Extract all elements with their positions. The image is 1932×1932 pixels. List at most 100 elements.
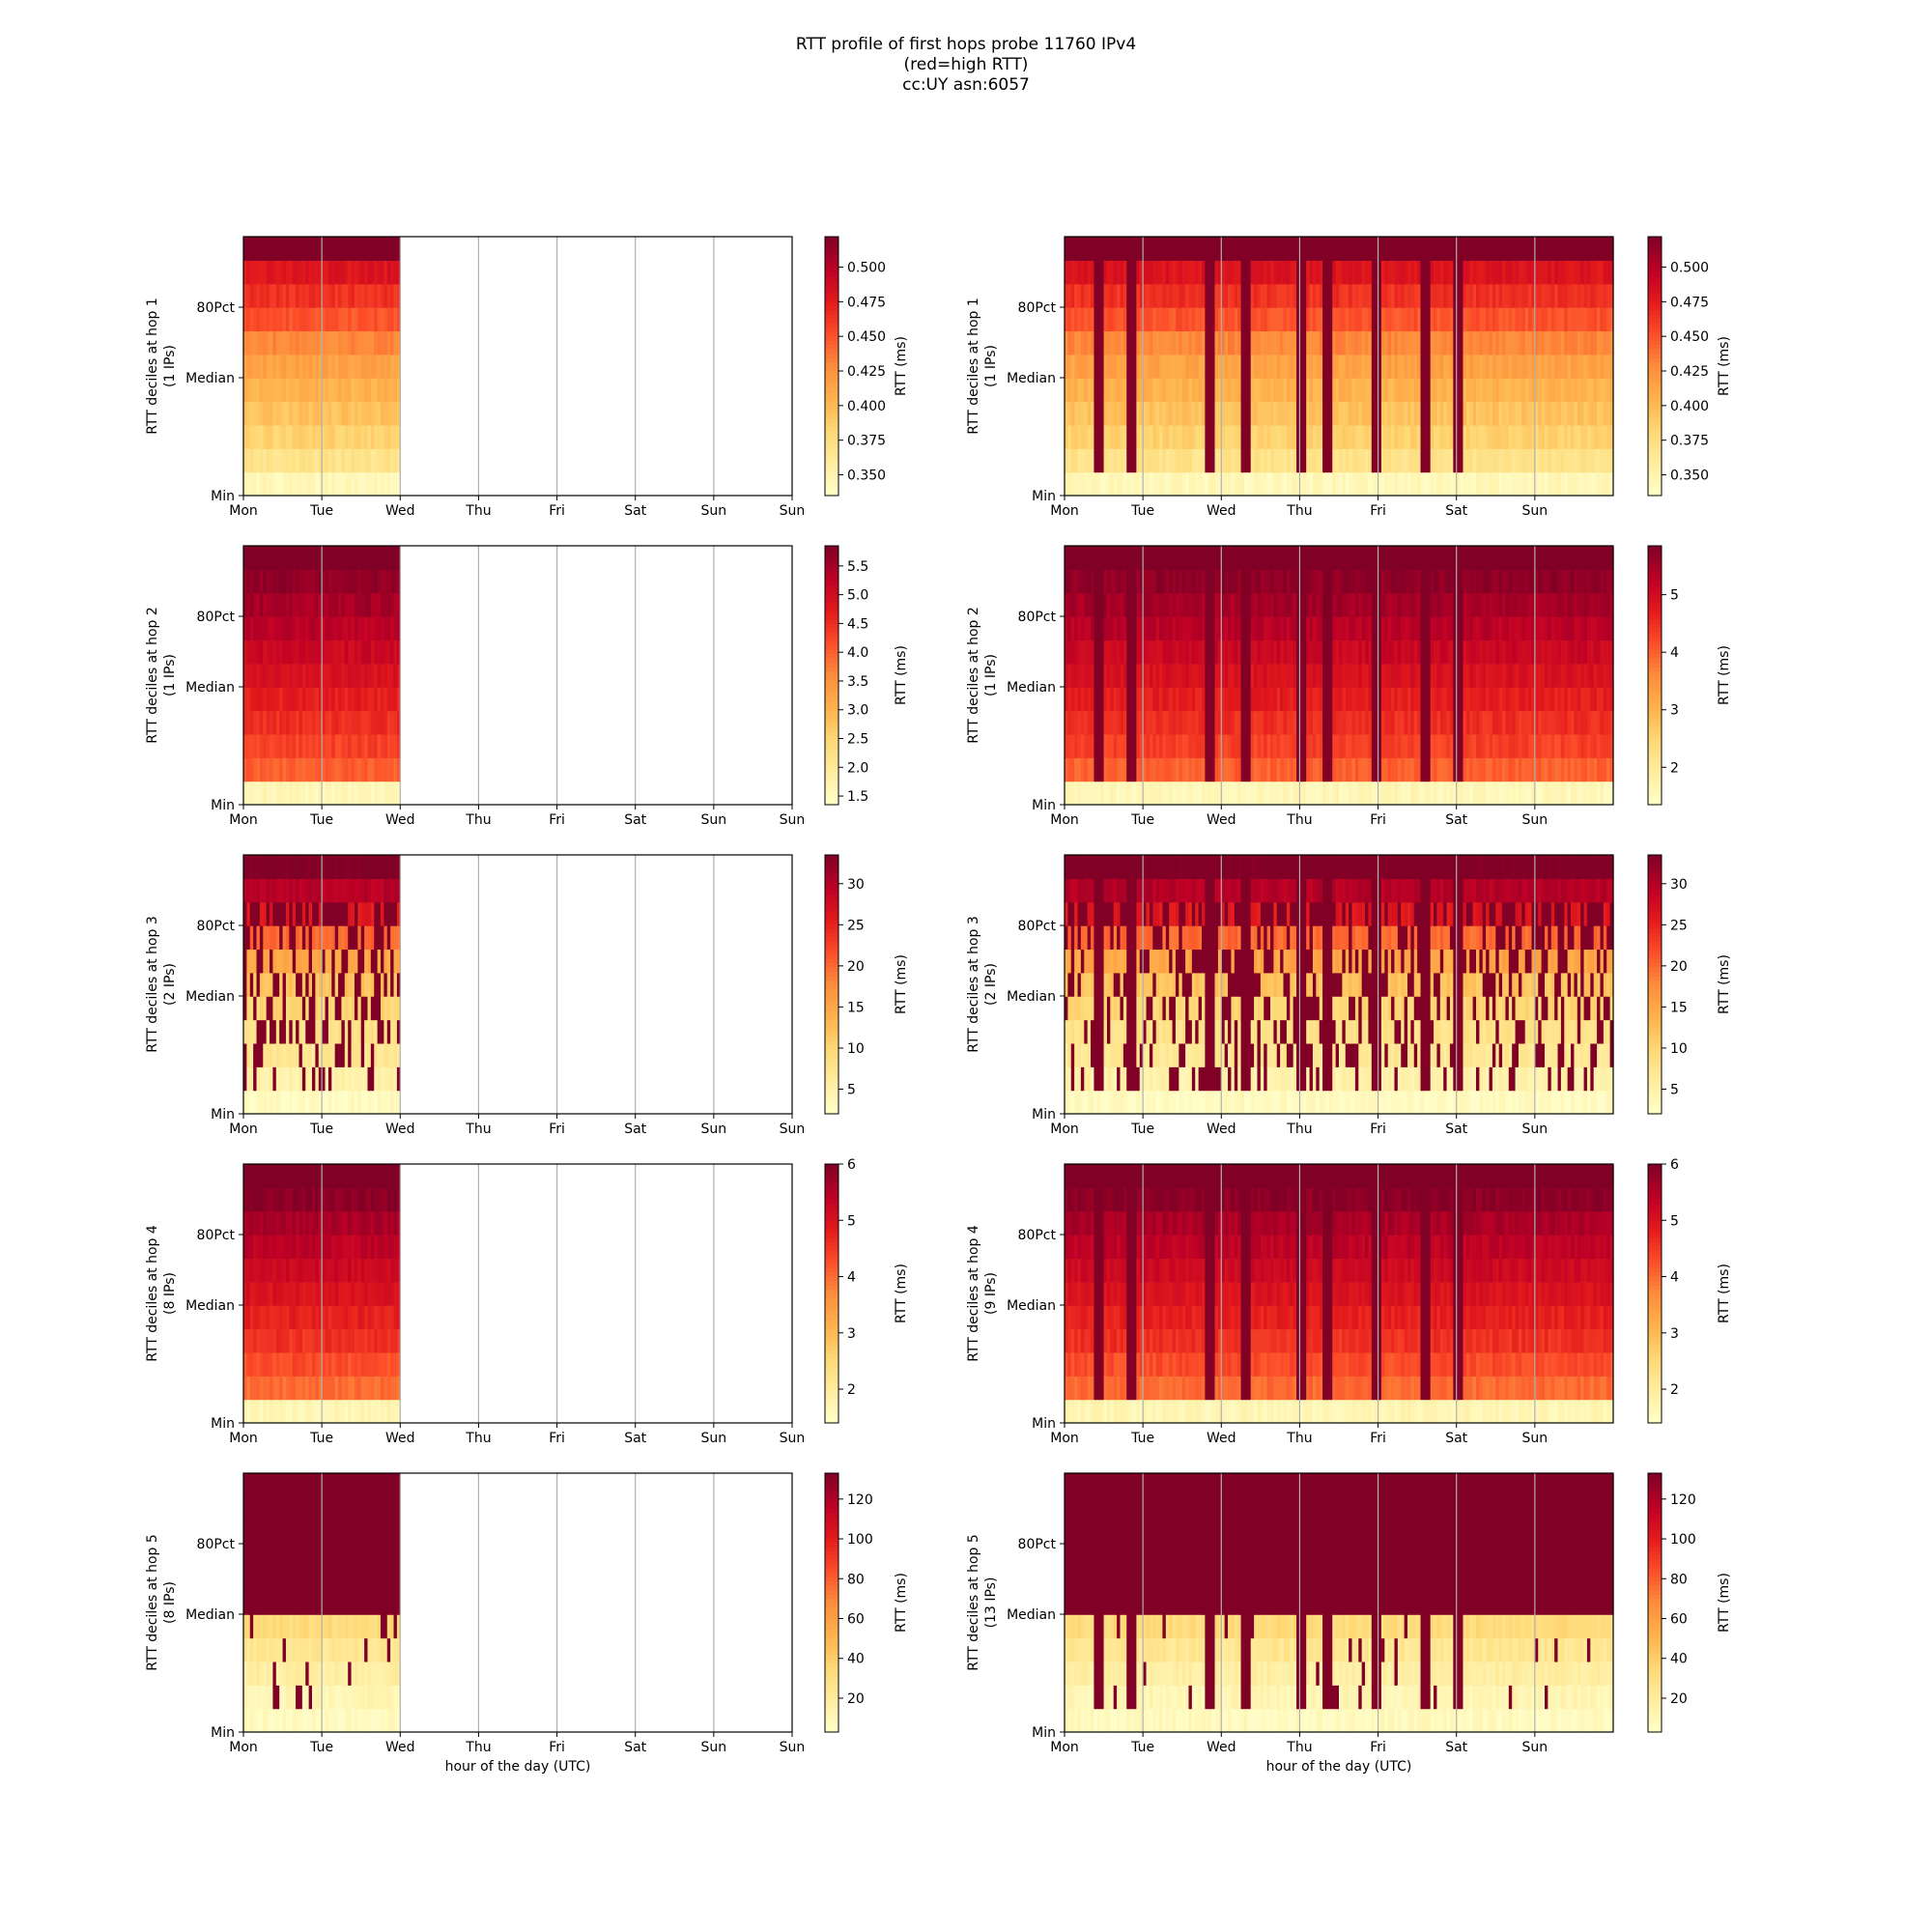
heatmap-cell <box>253 330 258 355</box>
heatmap-cell <box>1319 710 1323 735</box>
heatmap-cell <box>1476 354 1480 379</box>
colorbar-segment <box>1648 396 1662 402</box>
heatmap-cell <box>1188 330 1193 355</box>
heatmap-cell <box>1498 260 1503 285</box>
colorbar-segment <box>1648 237 1662 242</box>
heatmap-cell <box>1492 569 1496 594</box>
heatmap-cell <box>1528 401 1533 426</box>
heatmap-cell <box>1143 330 1148 355</box>
heatmap-cell <box>1354 354 1359 379</box>
heatmap-cell <box>1309 378 1314 403</box>
heatmap-cell <box>1593 330 1598 355</box>
heatmap-cell <box>341 354 346 379</box>
heatmap-cell <box>1515 471 1520 497</box>
colorbar-segment <box>825 562 838 568</box>
heatmap-cell <box>374 401 379 426</box>
heatmap-cell <box>1354 710 1359 735</box>
colorbar-segment <box>1648 340 1662 346</box>
heatmap-cell <box>1243 401 1248 426</box>
heatmap-cell <box>1117 237 1122 261</box>
heatmap-cell <box>1172 448 1177 473</box>
heatmap-cell <box>1463 307 1467 332</box>
heatmap-cell <box>1365 471 1370 497</box>
heatmap-cell <box>1091 401 1095 426</box>
heatmap-cell <box>270 424 274 449</box>
heatmap-cell <box>1198 260 1203 285</box>
heatmap-cell <box>396 237 401 261</box>
heatmap-cell <box>1240 354 1245 379</box>
heatmap-cell <box>1070 424 1075 449</box>
colorbar-segment <box>825 723 838 728</box>
heatmap-cell <box>253 378 258 403</box>
heatmap-cell <box>1065 237 1068 261</box>
heatmap-cell <box>1139 283 1144 308</box>
heatmap-cell <box>348 237 353 261</box>
heatmap-cell <box>1179 330 1183 355</box>
heatmap-cell <box>1217 471 1222 497</box>
heatmap-cell <box>246 354 251 379</box>
colorbar-segment <box>1648 387 1662 393</box>
heatmap-cell <box>1195 283 1200 308</box>
heatmap-cell <box>1080 639 1085 665</box>
heatmap-cell <box>1371 237 1376 261</box>
heatmap-cell <box>1143 471 1148 497</box>
heatmap-cell <box>1456 448 1461 473</box>
heatmap-cell <box>1286 616 1291 641</box>
heatmap-cell <box>1096 307 1101 332</box>
heatmap-cell <box>1349 401 1353 426</box>
heatmap-cell <box>1302 330 1307 355</box>
heatmap-cell <box>1427 378 1432 403</box>
colorbar-segment <box>825 491 838 497</box>
heatmap-cell <box>1453 237 1458 261</box>
heatmap-cell <box>1228 237 1233 261</box>
heatmap-cell <box>1498 471 1503 497</box>
heatmap-cell <box>1155 260 1160 285</box>
heatmap-cell <box>1512 237 1517 261</box>
heatmap-cell <box>1443 378 1448 403</box>
heatmap-cell <box>1293 378 1297 403</box>
heatmap-cell <box>1521 237 1526 261</box>
heatmap-cell <box>1312 283 1317 308</box>
heatmap-cell <box>1152 283 1157 308</box>
colorbar-segment <box>825 580 838 585</box>
heatmap-cell <box>289 237 294 261</box>
heatmap-cell <box>1342 354 1347 379</box>
heatmap-cell <box>1512 354 1517 379</box>
heatmap-cell <box>246 401 251 426</box>
heatmap-cell <box>1250 781 1255 806</box>
heatmap-cell <box>1129 354 1134 379</box>
heatmap-cell <box>1276 260 1281 285</box>
heatmap-cell <box>285 378 290 403</box>
heatmap-cell <box>301 330 306 355</box>
heatmap-cell <box>1560 546 1565 570</box>
heatmap-cell <box>1129 283 1134 308</box>
heatmap-cell <box>279 260 284 285</box>
heatmap-cell <box>282 378 287 403</box>
heatmap-cell <box>1129 401 1134 426</box>
heatmap-cell <box>377 354 382 379</box>
heatmap-cell <box>308 424 313 449</box>
colorbar-segment <box>825 422 838 428</box>
heatmap-cell <box>1188 448 1193 473</box>
colorbar-tick-label: 5.0 <box>847 588 868 604</box>
heatmap-cell <box>1185 471 1190 497</box>
heatmap-cell <box>1316 307 1321 332</box>
heatmap-cell <box>1136 260 1141 285</box>
heatmap-cell <box>367 354 372 379</box>
heatmap-cell <box>1264 401 1268 426</box>
heatmap-cell <box>384 354 388 379</box>
heatmap-cell <box>364 283 369 308</box>
heatmap-cell <box>318 283 323 308</box>
heatmap-cell <box>1375 424 1379 449</box>
heatmap-cell <box>1117 378 1122 403</box>
heatmap-cell <box>312 307 316 332</box>
heatmap-cell <box>1593 237 1598 261</box>
heatmap-cell <box>1387 283 1392 308</box>
heatmap-cell <box>1077 378 1082 403</box>
heatmap-cell <box>1103 424 1108 449</box>
heatmap-cell <box>292 424 297 449</box>
heatmap-cell <box>243 378 247 403</box>
heatmap-cell <box>1120 424 1124 449</box>
heatmap-cell <box>1106 260 1111 285</box>
heatmap-cell <box>1446 354 1451 379</box>
